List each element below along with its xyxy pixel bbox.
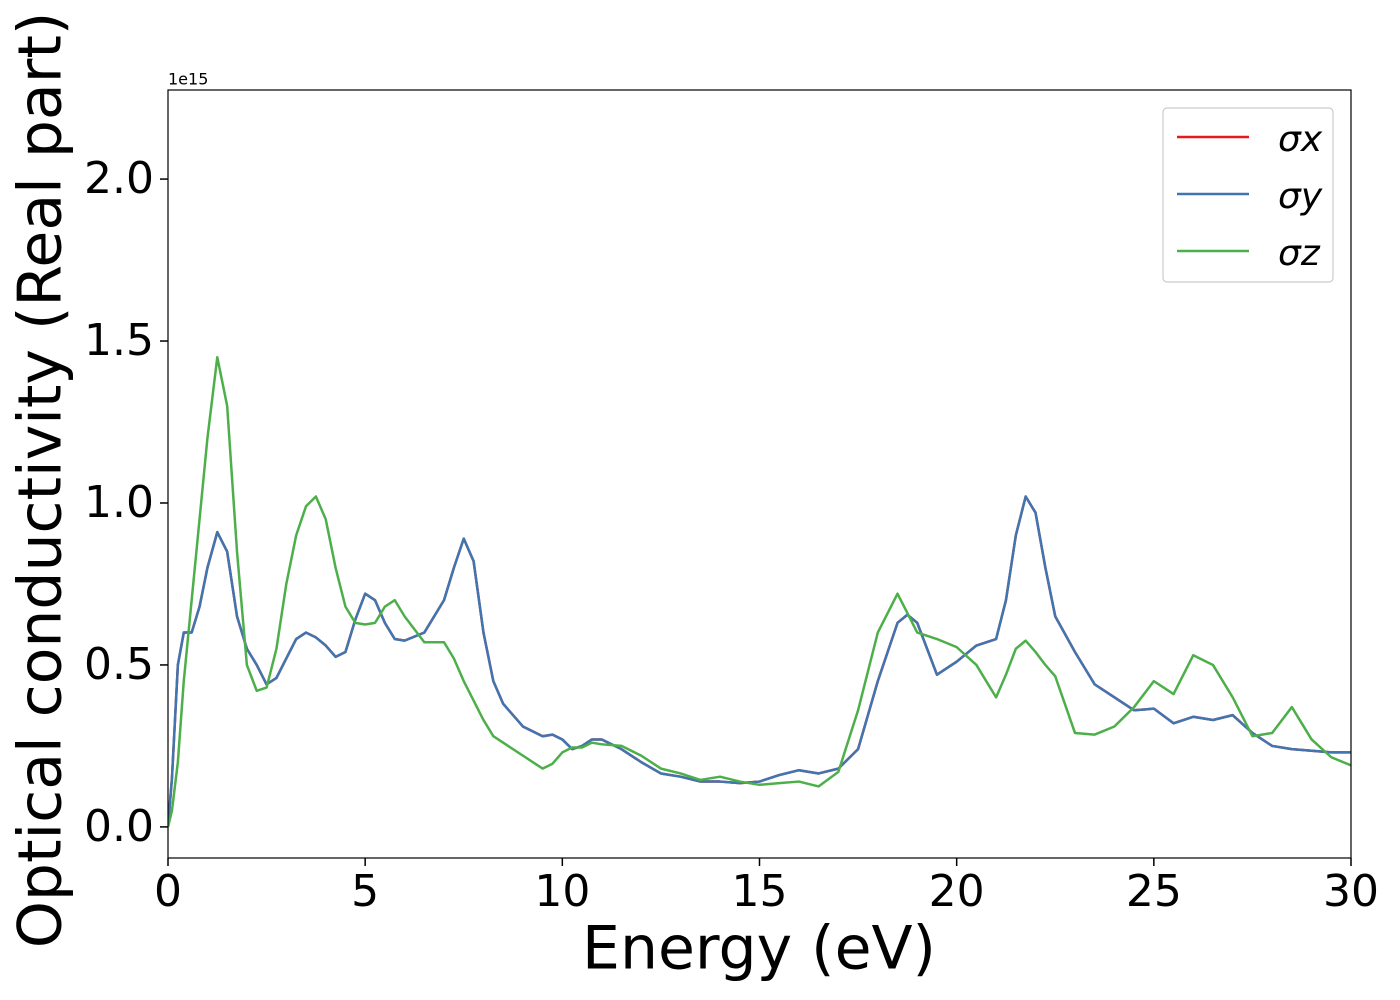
x-tick-label: 15 (732, 866, 788, 917)
series-line (168, 355, 1351, 828)
y-tick-label: 2.0 (84, 153, 154, 204)
legend-label: σx (1278, 119, 1323, 160)
x-tick-label: 10 (534, 866, 590, 917)
y-axis-label: Optical conductivity (Real part) (6, 12, 76, 949)
y-tick-label: 1.0 (84, 477, 154, 528)
series-line (168, 495, 1351, 828)
x-tick-label: 30 (1323, 866, 1379, 917)
plot-frame (167, 89, 1352, 859)
y-tick-label: 0.0 (84, 801, 154, 852)
y-tick-label: 1.5 (84, 315, 154, 366)
y-tick-label: 0.5 (84, 639, 154, 690)
x-tick-label: 25 (1126, 866, 1182, 917)
x-axis-label: Energy (eV) (582, 914, 936, 984)
x-tick-label: 0 (154, 866, 182, 917)
x-tick-label: 5 (351, 866, 379, 917)
legend-label: σy (1278, 176, 1323, 217)
legend-label: σz (1278, 233, 1321, 274)
x-tick-label: 20 (929, 866, 985, 917)
y-offset-label: 1e15 (168, 70, 208, 89)
